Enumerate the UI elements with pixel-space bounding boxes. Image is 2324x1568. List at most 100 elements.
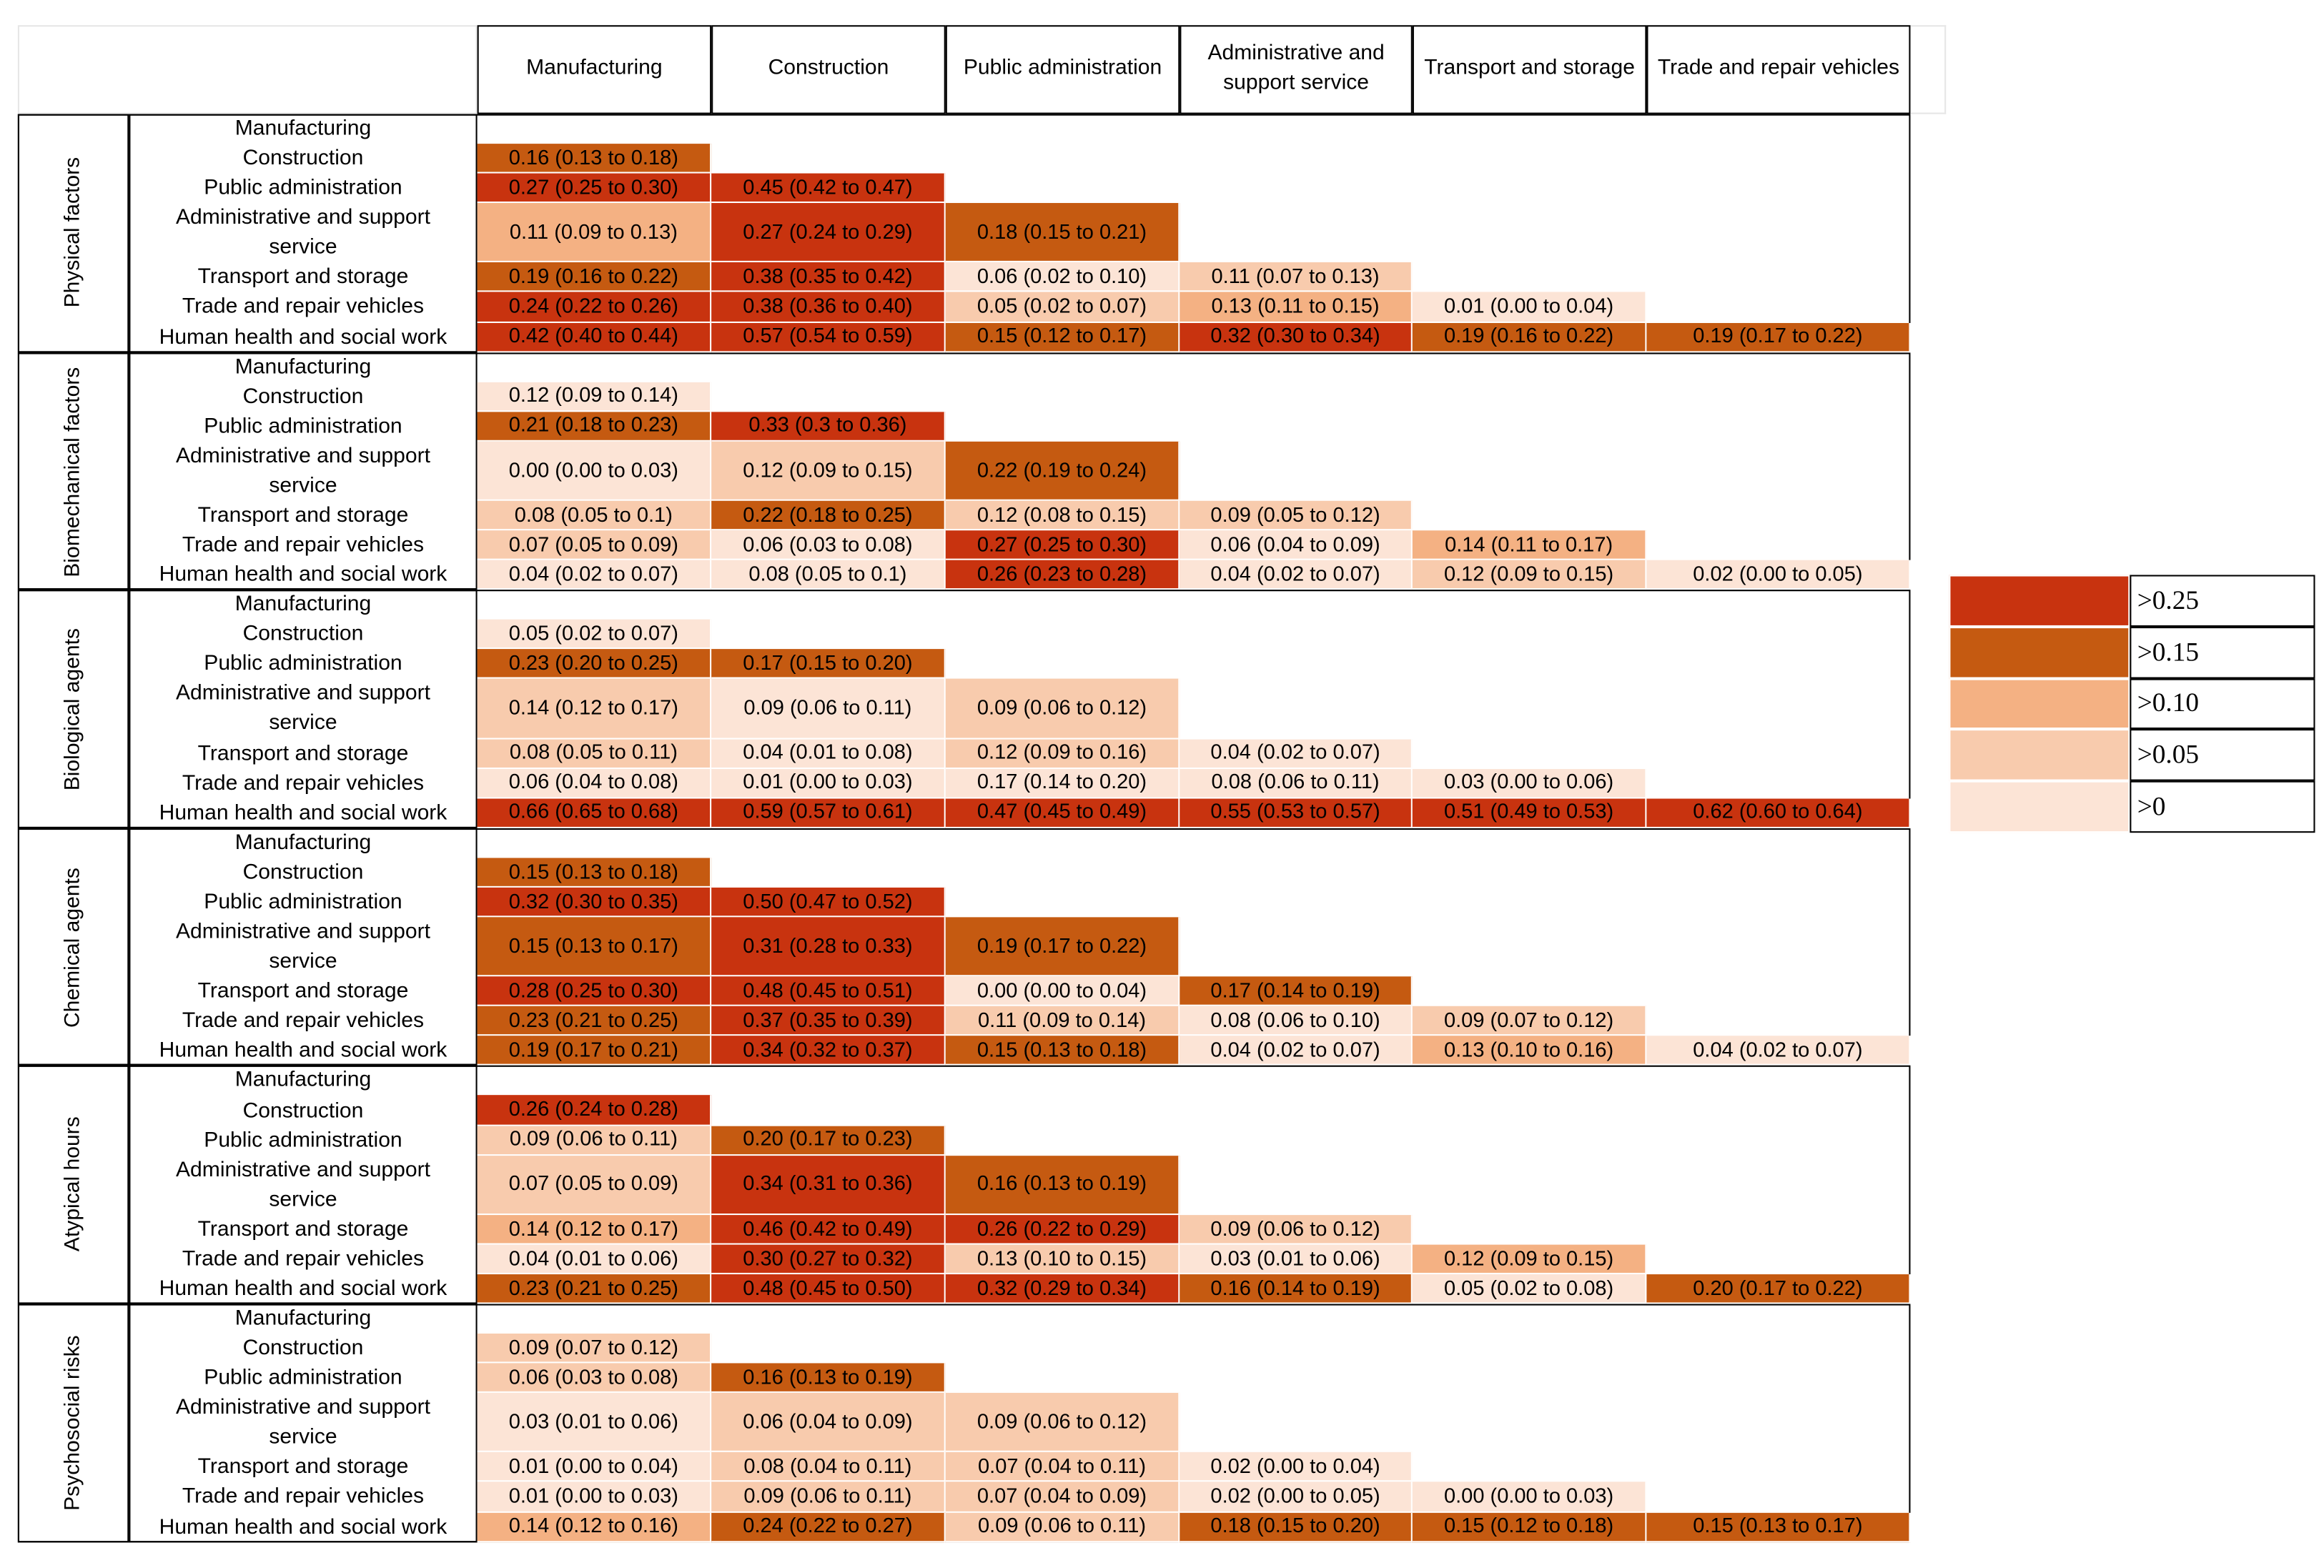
- value-cell: 0.05 (0.02 to 0.07): [945, 292, 1180, 322]
- value-cell: 0.66 (0.65 to 0.68): [477, 798, 712, 828]
- value-cell: 0.06 (0.04 to 0.09): [711, 1393, 946, 1453]
- value-cell: 0.01 (0.00 to 0.04): [477, 1452, 712, 1483]
- value-cell: 0.13 (0.10 to 0.16): [1412, 1036, 1647, 1066]
- value-cell: 0.03 (0.00 to 0.06): [1412, 768, 1647, 798]
- row-label: Human health and social work: [159, 801, 448, 825]
- row-label: Trade and repair vehicles: [182, 295, 425, 319]
- value-cell: 0.37 (0.35 to 0.39): [711, 1006, 946, 1036]
- value-cell: 0.24 (0.22 to 0.27): [711, 1512, 946, 1542]
- row-label: Transport and storage: [197, 503, 409, 528]
- value-cell: 0.01 (0.00 to 0.04): [1412, 292, 1647, 322]
- value-cell: 0.09 (0.05 to 0.12): [1180, 500, 1413, 531]
- row-label: Construction: [242, 147, 364, 171]
- value-cell: 0.16 (0.13 to 0.18): [477, 144, 712, 174]
- value-cell: 0.11 (0.07 to 0.13): [1180, 262, 1413, 293]
- value-cell: 0.18 (0.15 to 0.21): [945, 203, 1180, 263]
- value-cell: 0.04 (0.02 to 0.07): [477, 560, 712, 590]
- value-cell: 0.02 (0.00 to 0.04): [1180, 1452, 1413, 1483]
- value-cell: 0.17 (0.14 to 0.20): [945, 768, 1180, 798]
- row-label: Transport and storage: [197, 265, 409, 290]
- value-cell: 0.11 (0.09 to 0.13): [477, 203, 712, 263]
- group-label-cell: [17, 590, 129, 828]
- group-label-cell: [17, 114, 129, 352]
- value-cell: 0.06 (0.03 to 0.08): [477, 1363, 712, 1394]
- value-cell: 0.04 (0.02 to 0.07): [1646, 1036, 1911, 1066]
- row-label: Construction: [242, 860, 364, 885]
- row-label: Trade and repair vehicles: [182, 771, 425, 795]
- value-cell: 0.30 (0.27 to 0.32): [711, 1244, 946, 1274]
- value-cell: 0.51 (0.49 to 0.53): [1412, 798, 1647, 828]
- value-cell: 0.09 (0.06 to 0.11): [477, 1125, 712, 1156]
- value-cell: 0.15 (0.13 to 0.18): [477, 858, 712, 888]
- row-label: Manufacturing: [234, 592, 372, 617]
- row-label: Human health and social work: [159, 563, 448, 587]
- value-cell: 0.15 (0.12 to 0.18): [1412, 1512, 1647, 1542]
- row-label-column: [129, 1304, 478, 1542]
- value-cell: 0.07 (0.04 to 0.09): [945, 1482, 1180, 1512]
- column-header: Administrative and support service: [1180, 25, 1413, 114]
- row-label: Transport and storage: [197, 741, 409, 766]
- row-label: Public administration: [204, 1366, 402, 1391]
- value-cell: 0.09 (0.07 to 0.12): [477, 1334, 712, 1364]
- value-cell: 0.04 (0.02 to 0.07): [1180, 1036, 1413, 1066]
- value-cell: 0.22 (0.19 to 0.24): [945, 441, 1180, 501]
- value-cell: 0.14 (0.12 to 0.16): [477, 1512, 712, 1542]
- value-cell: 0.19 (0.16 to 0.22): [477, 262, 712, 293]
- value-cell: 0.16 (0.14 to 0.19): [1180, 1274, 1413, 1304]
- legend-label: >0.10: [2130, 678, 2315, 730]
- value-cell: 0.07 (0.05 to 0.09): [477, 530, 712, 560]
- value-cell: 0.27 (0.25 to 0.30): [477, 173, 712, 204]
- legend-label: >0.05: [2130, 729, 2315, 782]
- value-cell: 0.08 (0.06 to 0.10): [1180, 1006, 1413, 1036]
- value-cell: 0.15 (0.13 to 0.17): [477, 917, 712, 977]
- row-label: Public administration: [204, 890, 402, 915]
- row-label: Administrative and support service: [176, 444, 430, 498]
- row-label: Manufacturing: [234, 830, 372, 855]
- row-label: Manufacturing: [234, 354, 372, 379]
- value-cell: 0.26 (0.24 to 0.28): [477, 1096, 712, 1126]
- row-label: Manufacturing: [234, 116, 372, 142]
- value-cell: 0.08 (0.06 to 0.11): [1180, 768, 1413, 798]
- value-cell: 0.05 (0.02 to 0.07): [477, 620, 712, 650]
- value-cell: 0.06 (0.03 to 0.08): [711, 530, 946, 560]
- value-cell: 0.34 (0.31 to 0.36): [711, 1155, 946, 1215]
- value-cell: 0.23 (0.20 to 0.25): [477, 649, 712, 680]
- value-cell: 0.07 (0.05 to 0.09): [477, 1155, 712, 1215]
- row-label: Administrative and support service: [176, 920, 430, 974]
- value-cell: 0.19 (0.17 to 0.22): [1646, 322, 1911, 352]
- row-label: Construction: [242, 622, 364, 647]
- value-cell: 0.09 (0.06 to 0.11): [945, 1512, 1180, 1542]
- row-label: Public administration: [204, 177, 402, 201]
- value-cell: 0.26 (0.22 to 0.29): [945, 1214, 1180, 1245]
- value-cell: 0.09 (0.06 to 0.12): [945, 679, 1180, 739]
- row-label: Trade and repair vehicles: [182, 533, 425, 557]
- value-cell: 0.08 (0.05 to 0.1): [477, 500, 712, 531]
- row-label: Administrative and support service: [176, 206, 430, 260]
- value-cell: 0.50 (0.47 to 0.52): [711, 887, 946, 918]
- value-cell: 0.15 (0.12 to 0.17): [945, 322, 1180, 352]
- value-cell: 0.04 (0.01 to 0.08): [711, 738, 946, 769]
- legend-swatch: [1949, 678, 2130, 730]
- value-cell: 0.13 (0.10 to 0.15): [945, 1244, 1180, 1274]
- row-label: Trade and repair vehicles: [182, 1485, 425, 1509]
- value-cell: 0.00 (0.00 to 0.04): [945, 976, 1180, 1007]
- value-cell: 0.09 (0.06 to 0.11): [711, 1482, 946, 1512]
- value-cell: 0.19 (0.17 to 0.22): [945, 917, 1180, 977]
- value-cell: 0.02 (0.00 to 0.05): [1180, 1482, 1413, 1512]
- row-label: Transport and storage: [197, 979, 409, 1004]
- group-label-cell: [17, 1304, 129, 1542]
- row-label: Trade and repair vehicles: [182, 1247, 425, 1271]
- value-cell: 0.27 (0.24 to 0.29): [711, 203, 946, 263]
- value-cell: 0.62 (0.60 to 0.64): [1646, 798, 1911, 828]
- value-cell: 0.42 (0.40 to 0.44): [477, 322, 712, 352]
- value-cell: 0.33 (0.3 to 0.36): [711, 411, 946, 442]
- value-cell: 0.12 (0.09 to 0.16): [945, 738, 1180, 769]
- group-label-cell: [17, 1066, 129, 1304]
- value-cell: 0.04 (0.02 to 0.07): [1180, 738, 1413, 769]
- value-cell: 0.04 (0.02 to 0.07): [1180, 560, 1413, 590]
- group-label: Atypical hours: [61, 1117, 85, 1253]
- value-cell: 0.04 (0.01 to 0.06): [477, 1244, 712, 1274]
- value-cell: 0.55 (0.53 to 0.57): [1180, 798, 1413, 828]
- value-cell: 0.01 (0.00 to 0.03): [711, 768, 946, 798]
- legend-swatch: [1949, 729, 2130, 782]
